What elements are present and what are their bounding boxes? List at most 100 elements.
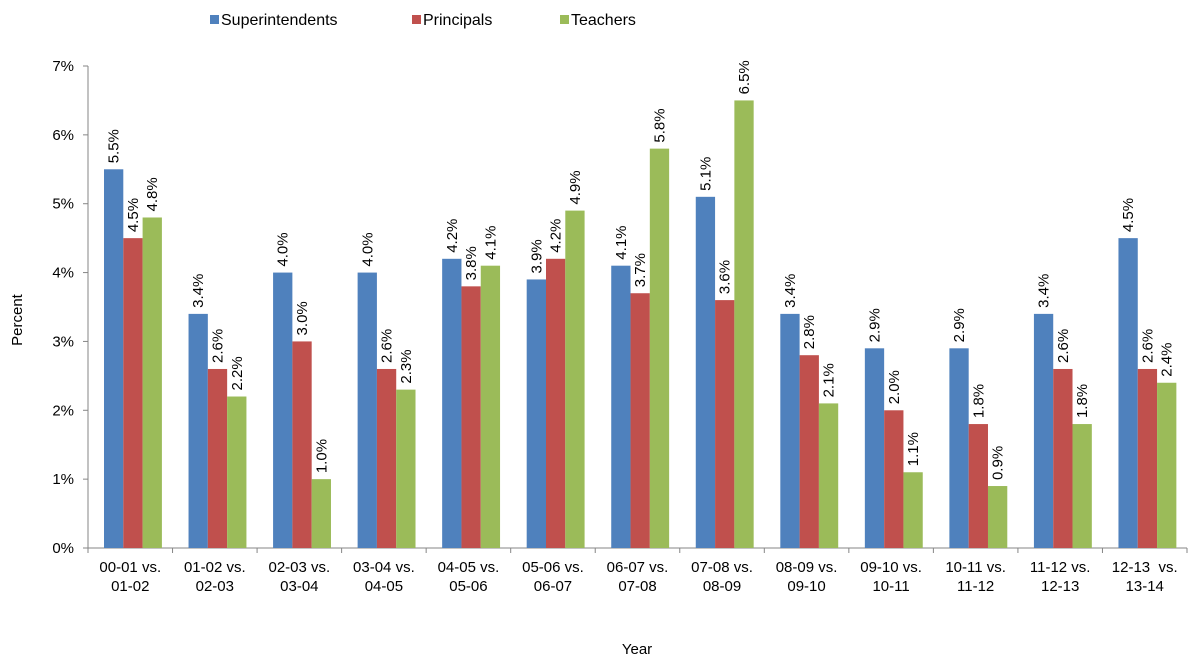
data-label: 2.6%	[379, 329, 396, 363]
data-label: 2.9%	[866, 308, 883, 342]
bar-teachers	[142, 217, 162, 548]
y-tick-label: 5%	[52, 196, 74, 213]
data-label: 3.4%	[1036, 274, 1053, 308]
data-label: 2.6%	[209, 329, 226, 363]
data-labels: 5.5%3.4%4.0% 4.0% 4.2%3.9% 4.1%5.1%3.4%2.9%…	[106, 60, 1176, 480]
data-label: 3.8%	[463, 246, 480, 280]
bar-teachers	[1157, 382, 1177, 548]
bar-principals	[461, 286, 481, 548]
data-label: 4.1%	[482, 225, 499, 259]
y-tick-label: 3%	[52, 333, 74, 350]
bar-teachers	[649, 148, 670, 548]
bar-superintendents	[611, 265, 631, 548]
data-label: 3.0%	[294, 301, 311, 335]
data-label: 6.5%	[736, 60, 753, 94]
bar-superintendents	[1033, 313, 1054, 548]
bar-teachers	[565, 210, 585, 548]
y-axis: 0% 1% 2% 3% 4% 5% 6% 7%	[52, 58, 89, 557]
data-label: 3.4%	[190, 274, 207, 308]
x-tick-label: 11-12 vs. 12-13	[1030, 559, 1091, 595]
x-axis: 00-01 vs. 01-02 01-02 vs. 02-03 02-03 vs. 03-…	[87, 547, 1188, 595]
bar-teachers	[396, 389, 416, 548]
data-label: 2.0%	[886, 370, 903, 404]
y-tick-label: 6%	[52, 127, 74, 144]
data-label: 2.8%	[801, 315, 818, 349]
bar-superintendents	[864, 348, 885, 548]
x-tick-label: 08-09 vs. 09-10	[776, 559, 838, 595]
bar-superintendents	[357, 272, 377, 548]
bar-superintendents	[526, 279, 546, 548]
x-tick-label: 03-04 vs. 04-05	[353, 559, 415, 595]
data-label: 2.6%	[1139, 329, 1156, 363]
x-tick-label: 00-01 vs. 01-02	[99, 559, 161, 595]
x-tick-label: 12-13 vs. 13-14	[1112, 559, 1178, 595]
legend-swatch-teachers	[560, 15, 569, 24]
bar-teachers	[987, 486, 1008, 548]
x-axis-title: Year	[622, 641, 652, 657]
data-label: 4.0%	[359, 232, 376, 266]
legend-label-principals: Principals	[423, 12, 492, 29]
data-label: 4.2%	[444, 219, 461, 253]
data-label: 5.8%	[651, 108, 668, 142]
data-label: 2.1%	[821, 363, 838, 397]
x-tick-label: 04-05 vs. 05-06	[438, 559, 500, 595]
data-label: 3.9%	[528, 239, 545, 273]
x-tick-label: 09-10 vs. 10-11	[860, 559, 922, 595]
bar-superintendents	[442, 258, 462, 548]
data-label: 3.6%	[717, 260, 734, 294]
data-label: 4.9%	[567, 170, 584, 204]
bar-superintendents	[695, 196, 716, 549]
legend-label-teachers: Teachers	[571, 12, 636, 29]
legend: Superintendents Principals Teachers	[210, 12, 636, 29]
data-label: 2.4%	[1159, 343, 1176, 377]
bar-principals	[715, 300, 735, 548]
legend-swatch-principals	[412, 15, 421, 24]
y-axis-title: Percent	[9, 293, 26, 346]
bar-superintendents	[104, 169, 124, 549]
bar-principals	[123, 238, 143, 548]
bar-superintendents	[188, 313, 208, 548]
bar-teachers	[480, 265, 501, 548]
x-tick-label: 05-06 vs. 06-07	[522, 559, 584, 595]
y-tick-label: 7%	[52, 58, 74, 75]
bar-superintendents	[780, 313, 800, 548]
y-tick-label: 0%	[52, 540, 74, 557]
x-tick-label: 06-07 vs. 07-08	[607, 559, 669, 595]
y-tick-label: 1%	[52, 471, 74, 488]
bar-superintendents	[949, 348, 969, 548]
data-label: 4.8%	[144, 177, 161, 211]
bar-principals	[1137, 368, 1158, 548]
bar-teachers	[311, 479, 331, 548]
x-tick-label: 10-11 vs. 11-12	[945, 559, 1006, 595]
data-label: 3.7%	[632, 253, 649, 287]
bar-teachers	[818, 403, 839, 548]
data-label: 4.5%	[125, 198, 142, 232]
bar-principals	[545, 258, 566, 548]
legend-label-superintendents: Superintendents	[221, 12, 338, 29]
data-label: 2.6%	[1055, 329, 1072, 363]
data-label: 2.9%	[951, 308, 968, 342]
bar-teachers	[903, 472, 923, 548]
bar-principals	[376, 368, 397, 548]
bar-superintendents	[273, 272, 293, 548]
bar-principals	[799, 355, 819, 548]
bar-teachers	[1072, 424, 1092, 548]
data-label: 1.8%	[970, 384, 987, 418]
bar-teachers	[734, 100, 754, 548]
data-label: 2.3%	[398, 349, 415, 383]
x-tick-label: 01-02 vs. 02-03	[184, 559, 246, 595]
y-tick-label: 2%	[52, 402, 74, 419]
bar-teachers	[227, 396, 247, 548]
bar-principals	[292, 341, 312, 548]
bar-principals	[968, 424, 988, 548]
data-label: 4.5%	[1120, 198, 1137, 232]
data-label: 4.0%	[275, 232, 292, 266]
data-label: 1.0%	[313, 439, 330, 473]
data-label: 5.5%	[106, 129, 123, 163]
data-label: 4.1%	[613, 225, 630, 259]
data-label: 1.1%	[905, 432, 922, 466]
x-tick-label: 02-03 vs. 03-04	[268, 559, 330, 595]
bar-principals	[1053, 368, 1073, 548]
y-tick-label: 4%	[52, 265, 74, 282]
